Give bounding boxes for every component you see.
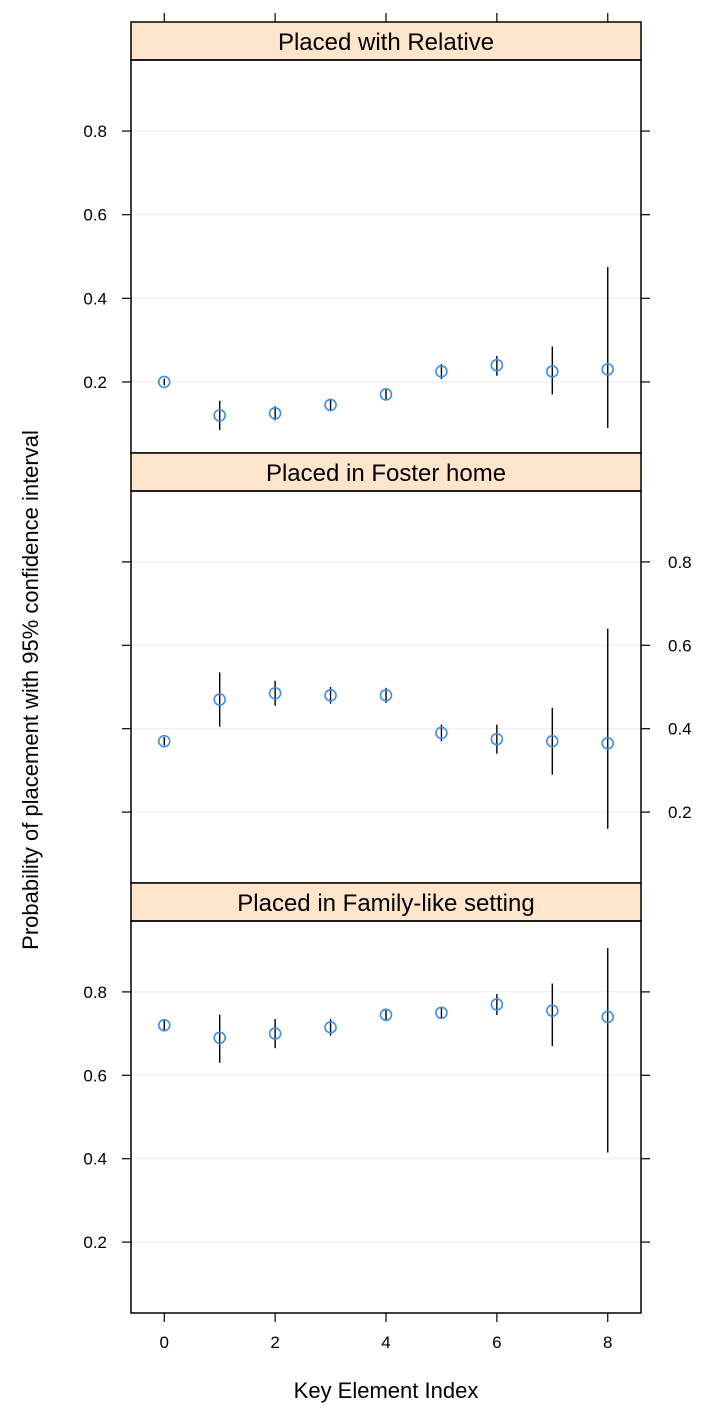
- data-point: [157, 734, 171, 748]
- x-tick-label: 6: [492, 1333, 501, 1352]
- data-point: [324, 689, 337, 702]
- data-point: [546, 1004, 559, 1017]
- panel-3: Placed in Family-like setting 0.2 0.4 0.6 0.…: [83, 882, 650, 1314]
- data-point: [490, 732, 504, 746]
- panel-title: Placed in Foster home: [266, 460, 506, 487]
- data-point: [324, 1021, 337, 1034]
- data-point: [268, 406, 282, 420]
- data-point: [213, 409, 226, 422]
- panel-title: Placed with Relative: [278, 29, 494, 56]
- x-tick-label: 2: [270, 1333, 279, 1352]
- panel-strip: [130, 21, 642, 61]
- data-point: [601, 736, 615, 750]
- data-point: [435, 726, 448, 740]
- y-tick-label: 0.6: [83, 206, 107, 225]
- data-point: [601, 363, 615, 376]
- panel-2: Placed in Foster home 0.2 0.4 0.6 0.8: [122, 452, 692, 884]
- panel-title: Placed in Family-like setting: [237, 890, 534, 917]
- data-point: [213, 693, 226, 706]
- y-tick-label: 0.2: [668, 803, 692, 822]
- data-point: [490, 358, 504, 372]
- data-point: [546, 365, 559, 378]
- x-tick-label: 8: [603, 1333, 612, 1352]
- data-point: [324, 398, 337, 412]
- y-tick-label: 0.4: [668, 720, 692, 739]
- y-tick-label: 0.8: [668, 553, 692, 572]
- data-point: [157, 375, 171, 389]
- data-point: [379, 388, 393, 401]
- data-point: [379, 1008, 393, 1022]
- y-tick-label: 0.2: [83, 1233, 107, 1252]
- y-tick-label: 0.8: [83, 983, 107, 1002]
- x-axis: 0 2 4 6 8: [160, 13, 612, 1352]
- data-point: [157, 1018, 171, 1032]
- x-axis-title: Key Element Index: [294, 1378, 479, 1403]
- data-point: [268, 1027, 282, 1040]
- data-point: [435, 1006, 448, 1020]
- x-tick-label: 0: [160, 1333, 169, 1352]
- data-point: [213, 1031, 226, 1045]
- data-point: [268, 686, 282, 700]
- y-tick-label: 0.8: [83, 122, 107, 141]
- panel-border: [130, 490, 642, 884]
- y-tick-label: 0.2: [83, 373, 107, 392]
- data-point: [601, 1010, 615, 1024]
- data-point: [546, 734, 559, 748]
- y-tick-label: 0.4: [83, 1150, 107, 1169]
- data-point: [379, 689, 393, 702]
- x-tick-label: 4: [381, 1333, 390, 1352]
- y-tick-label: 0.6: [668, 636, 692, 655]
- data-point: [435, 365, 448, 378]
- y-axis-title: Probability of placement with 95% confid…: [18, 430, 43, 950]
- data-point: [490, 998, 504, 1011]
- panel-border: [130, 920, 642, 1314]
- y-tick-label: 0.6: [83, 1066, 107, 1085]
- panel-1: Placed with Relative 0.2 0.4 0.6 0.8: [83, 21, 650, 454]
- y-tick-label: 0.4: [83, 289, 107, 308]
